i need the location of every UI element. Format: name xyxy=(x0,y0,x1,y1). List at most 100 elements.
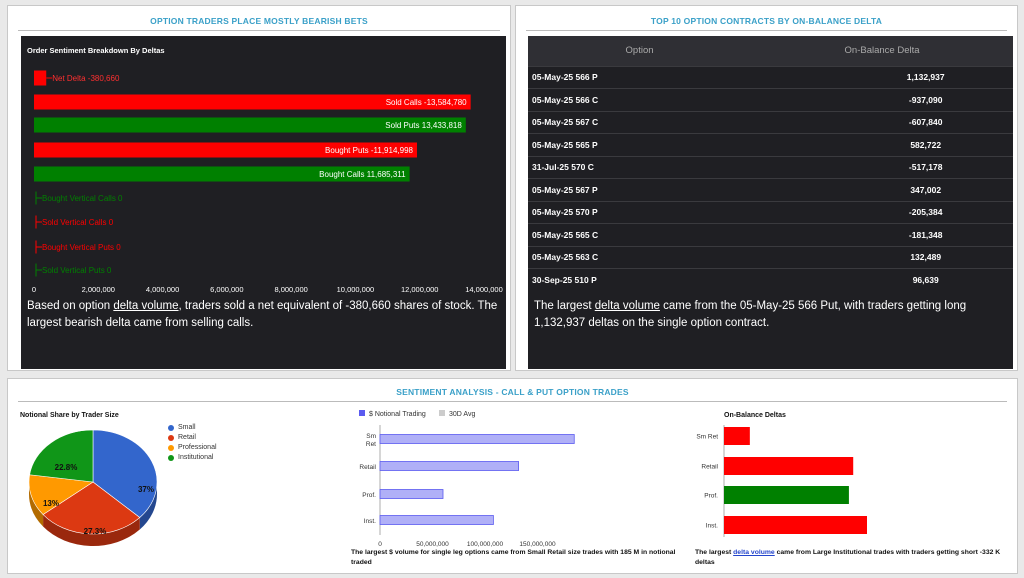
order-sentiment-dark-area: Order Sentiment Breakdown By Deltas Net … xyxy=(21,36,506,369)
bar-label: Bought Calls 11,685,311 xyxy=(319,170,406,179)
legend-item-small[interactable]: Small xyxy=(168,424,196,431)
bar[interactable] xyxy=(379,461,520,471)
delta-volume-link[interactable]: delta volume xyxy=(113,300,179,312)
table-row[interactable]: 05-May-25 570 P -205,384 xyxy=(528,200,1013,224)
notional-share-pie-chart: 37% 27.3% 13% 22.8% xyxy=(28,429,158,546)
table-row[interactable]: 05-May-25 566 C -937,090 xyxy=(528,88,1013,111)
order-sentiment-panel: OPTION TRADERS PLACE MOSTLY BEARISH BETS… xyxy=(7,5,511,371)
category-label: Retail xyxy=(701,464,718,471)
x-tick-label: 6,000,000 xyxy=(210,285,243,294)
chart-title: On-Balance Deltas xyxy=(724,412,786,419)
delta-volume-link[interactable]: delta volume xyxy=(594,300,660,312)
bar-label: Bought Vertical Puts 0 xyxy=(42,243,121,252)
title-divider xyxy=(18,30,500,31)
delta-volume-link[interactable]: delta volume xyxy=(733,549,775,556)
bar-label: Sold Vertical Calls 0 xyxy=(42,218,114,227)
legend-dot-icon xyxy=(168,434,174,441)
table-row[interactable]: 05-May-25 565 P 582,722 xyxy=(528,133,1013,156)
caption-text: came from Large Institutional trades wit… xyxy=(695,549,1001,566)
x-tick-label: 4,000,000 xyxy=(146,285,179,294)
bar-label: Bought Puts -11,914,998 xyxy=(325,146,413,155)
pie-slice-label: 27.3% xyxy=(84,527,107,536)
obd-caption: The largest delta volume came from Large… xyxy=(695,548,1013,568)
x-tick-label: 100,000,000 xyxy=(467,541,504,548)
legend-item-retail[interactable]: Retail xyxy=(168,434,196,441)
caption-text: The largest xyxy=(695,549,734,556)
on-balance-delta-column-header[interactable]: On-Balance Delta xyxy=(751,36,1013,66)
option-cell: 05-May-25 570 P xyxy=(528,200,752,224)
bar[interactable] xyxy=(379,434,575,444)
on-balance-deltas-chart: On-Balance Deltas Sm Ret Retail Prof. Inst. xyxy=(696,412,867,537)
category-label: Inst. xyxy=(706,523,718,530)
notional-caption: The largest $ volume for single leg opti… xyxy=(351,549,676,566)
bar[interactable] xyxy=(724,457,854,475)
legend-dot-icon xyxy=(168,424,174,431)
delta-cell: -937,090 xyxy=(751,88,1013,111)
bar[interactable] xyxy=(724,516,867,534)
bar[interactable] xyxy=(379,489,444,499)
x-tick-label: 14,000,000 xyxy=(465,285,503,294)
bar[interactable] xyxy=(34,94,471,110)
legend-label[interactable]: $ Notional Trading xyxy=(369,411,426,418)
summary-text: , traders sold a net equivalent of -380,… xyxy=(27,300,498,329)
pie-slice-retail[interactable] xyxy=(42,481,141,535)
legend-label[interactable]: 30D Avg xyxy=(449,411,475,418)
table-row[interactable]: 05-May-25 563 C 132,489 xyxy=(528,245,1013,269)
sentiment-analysis-panel: SENTIMENT ANALYSIS - CALL & PUT OPTION T… xyxy=(7,378,1018,574)
title-divider xyxy=(526,30,1007,31)
table-row[interactable]: 05-May-25 567 P 347,002 xyxy=(528,178,1013,201)
x-tick-label: 12,000,000 xyxy=(401,285,439,294)
pie-slice-side xyxy=(29,482,44,527)
pie-slice-small[interactable] xyxy=(92,429,158,518)
title-divider xyxy=(18,401,1007,402)
legend-item-institutional[interactable]: Institutional xyxy=(168,454,213,461)
pie-chart-title: Notional Share by Trader Size xyxy=(20,412,119,419)
legend-label: Small xyxy=(178,424,196,431)
pie-slice-label: 13% xyxy=(43,499,59,508)
panel-title: TOP 10 OPTION CONTRACTS BY ON-BALANCE DE… xyxy=(650,16,883,26)
summary-text: The largest xyxy=(534,300,595,312)
bar[interactable] xyxy=(34,70,47,86)
option-cell: 05-May-25 566 P xyxy=(528,65,752,89)
option-cell: 05-May-25 565 C xyxy=(528,223,752,246)
delta-cell: 582,722 xyxy=(751,133,1013,156)
x-tick-label: 150,000,000 xyxy=(519,541,556,548)
bar[interactable] xyxy=(724,427,750,445)
x-tick-label: 0 xyxy=(378,541,382,548)
category-label: Prof. xyxy=(362,492,376,499)
chart-title: Order Sentiment Breakdown By Deltas xyxy=(27,46,165,55)
bar[interactable] xyxy=(379,515,494,525)
category-label: Retail xyxy=(359,464,376,471)
option-cell: 30-Sep-25 510 P xyxy=(528,268,752,291)
table-row[interactable]: 05-May-25 567 C -607,840 xyxy=(528,110,1013,134)
table-row[interactable]: 31-Jul-25 570 C -517,178 xyxy=(528,155,1013,179)
legend-item-professional[interactable]: Professional xyxy=(168,444,217,451)
pie-slice-institutional[interactable] xyxy=(29,429,94,483)
delta-cell: 347,002 xyxy=(751,178,1013,201)
summary-text: Based on option xyxy=(27,300,114,312)
delta-cell: -517,178 xyxy=(751,155,1013,179)
table-row[interactable]: 05-May-25 565 C -181,348 xyxy=(528,223,1013,246)
pie-slice-side xyxy=(43,514,140,546)
bar[interactable] xyxy=(34,166,410,182)
bar-label: Bought Vertical Calls 0 xyxy=(42,194,123,203)
option-cell: 05-May-25 565 P xyxy=(528,133,752,156)
bar[interactable] xyxy=(34,142,417,158)
bar[interactable] xyxy=(724,486,849,504)
category-label: Sm Ret xyxy=(696,434,718,441)
bar-label: Net Delta -380,660 xyxy=(52,74,120,83)
legend-label: Institutional xyxy=(178,454,214,461)
summary-text: came from the 05-May-25 566 Put, with tr… xyxy=(534,300,967,329)
legend-dot-icon xyxy=(168,454,174,461)
legend-swatch-icon xyxy=(359,410,365,416)
pie-slice-side xyxy=(139,482,157,530)
bar-label: Sold Calls -13,584,780 xyxy=(386,98,467,107)
bar[interactable] xyxy=(34,117,466,133)
table-row[interactable]: 05-May-25 566 P 1,132,937 xyxy=(528,65,1013,89)
table-row[interactable]: 30-Sep-25 510 P 96,639 xyxy=(528,268,1013,291)
option-column-header[interactable]: Option xyxy=(528,36,752,66)
bar-label: Sold Puts 13,433,818 xyxy=(385,121,462,130)
